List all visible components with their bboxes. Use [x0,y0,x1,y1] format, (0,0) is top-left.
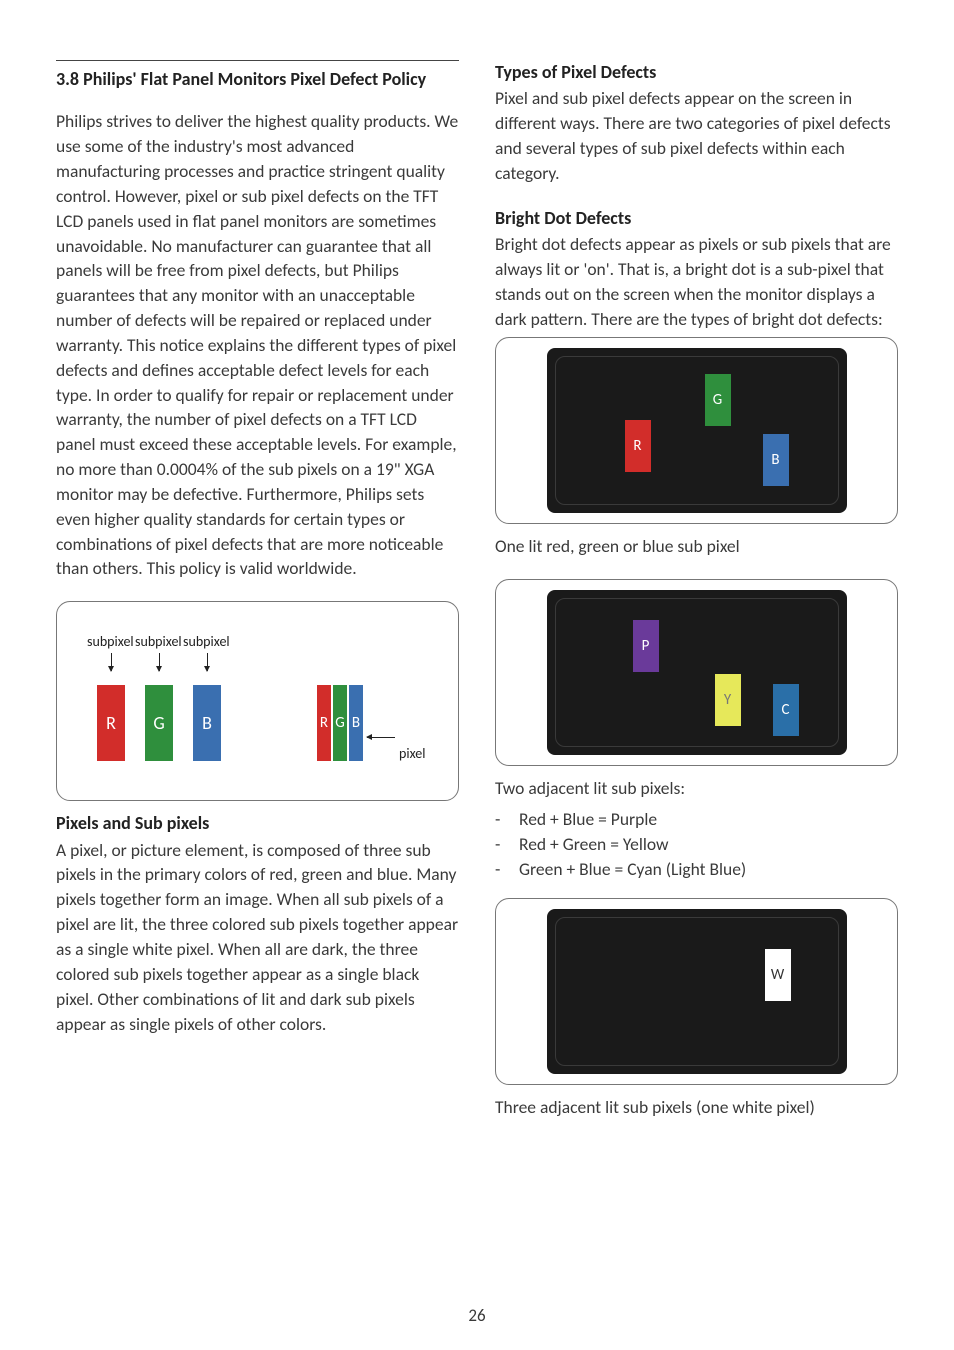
pixel-subbar: R [317,685,331,761]
combo-line: -Red + Blue = Purple [495,807,898,832]
arrow-down-icon [159,653,160,671]
subpixel-label: subpixel [87,633,134,650]
intro-paragraph: Philips strives to deliver the highest q… [56,109,459,581]
arrow-down-icon [207,653,208,671]
section-title: 3.8 Philips' Flat Panel Monitors Pixel D… [56,67,459,91]
pixels-heading: Pixels and Sub pixels [56,811,459,835]
subpixel-label: subpixel [135,633,182,650]
subpixel-label: subpixel [183,633,230,650]
section-rule [56,60,459,61]
panel-inner-outline [555,917,839,1066]
defect-chip: P [633,620,659,672]
combo-line: -Green + Blue = Cyan (Light Blue) [495,857,898,882]
bright-heading: Bright Dot Defects [495,206,898,230]
diagram-pyc-dots: P YC [495,579,898,766]
combo-line: -Red + Green = Yellow [495,832,898,857]
bright-body: Bright dot defects appear as pixels or s… [495,232,898,331]
caption-white: Three adjacent lit sub pixels (one white… [495,1095,898,1120]
types-heading: Types of Pixel Defects [495,60,898,84]
pixel-label: pixel [399,745,425,762]
subpixel-bar: G [145,685,173,761]
panel-inner-outline [555,356,839,505]
defect-chip: R [625,420,651,472]
combo-text: Red + Green = Yellow [519,832,669,857]
diagram-white-dot: W [495,898,898,1085]
pixels-body: A pixel, or picture element, is composed… [56,838,459,1037]
combo-text: Green + Blue = Cyan (Light Blue) [519,857,746,882]
caption-rgb: One lit red, green or blue sub pixel [495,534,898,559]
defect-chip: W [765,949,791,1001]
two-adjacent-label: Two adjacent lit sub pixels: [495,776,898,801]
arrow-down-icon [111,653,112,671]
pixel-subbar: G [333,685,347,761]
arrow-left-icon [367,737,395,738]
defect-chip: Y [715,674,741,726]
subpixel-bar: B [193,685,221,761]
diagram-subpixel-pixel: subpixelRsubpixelGsubpixelBRGBpixel [56,601,459,801]
defect-chip: B [763,434,789,486]
diagram-rgb-dots: R GB [495,337,898,524]
subpixel-bar: R [97,685,125,761]
page-number: 26 [0,1305,954,1326]
types-body: Pixel and sub pixel defects appear on th… [495,86,898,185]
pixel-subbar: B [349,685,363,761]
defect-chip: C [773,684,799,736]
combo-text: Red + Blue = Purple [519,807,657,832]
defect-chip: G [705,374,731,426]
